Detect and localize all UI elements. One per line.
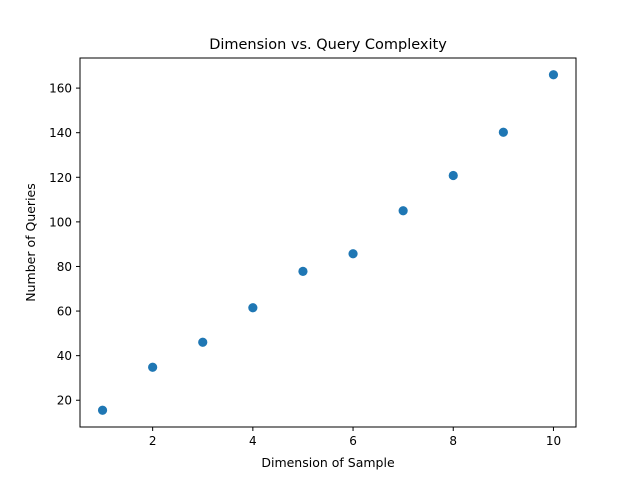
- x-tick-label: 4: [249, 434, 257, 448]
- scatter-point: [97, 405, 108, 415]
- axes-frame: [79, 57, 577, 428]
- y-tick-label: 100: [49, 215, 72, 229]
- y-tick-label: 120: [49, 171, 72, 185]
- y-tick-label: 60: [57, 305, 72, 319]
- data-points: [97, 70, 559, 415]
- y-tick-label: 160: [49, 82, 72, 96]
- x-tick-label: 2: [149, 434, 157, 448]
- y-axis-ticks: 20 40 60 80 100 120 140 160: [49, 82, 80, 408]
- scatter-point: [198, 337, 208, 347]
- scatter-point: [398, 206, 408, 216]
- y-tick-label: 80: [57, 260, 72, 274]
- scatter-point: [548, 70, 559, 80]
- y-tick-label: 40: [57, 349, 72, 363]
- y-tick-label: 140: [49, 126, 72, 140]
- x-tick-label: 6: [349, 434, 357, 448]
- x-tick-label: 10: [546, 434, 561, 448]
- scatter-point: [498, 127, 508, 137]
- scatter-point: [348, 249, 358, 259]
- scatter-point: [448, 170, 458, 181]
- scatter-point: [148, 362, 158, 372]
- x-tick-label: 8: [449, 434, 457, 448]
- y-axis-label: Number of Queries: [23, 183, 38, 301]
- scatter-point: [298, 266, 308, 276]
- chart-title: Dimension vs. Query Complexity: [209, 37, 447, 53]
- scatter-point: [248, 303, 258, 313]
- y-tick-label: 20: [57, 394, 72, 408]
- x-axis-ticks: 2 4 6 8 10: [149, 427, 561, 448]
- x-axis-label: Dimension of Sample: [261, 455, 395, 470]
